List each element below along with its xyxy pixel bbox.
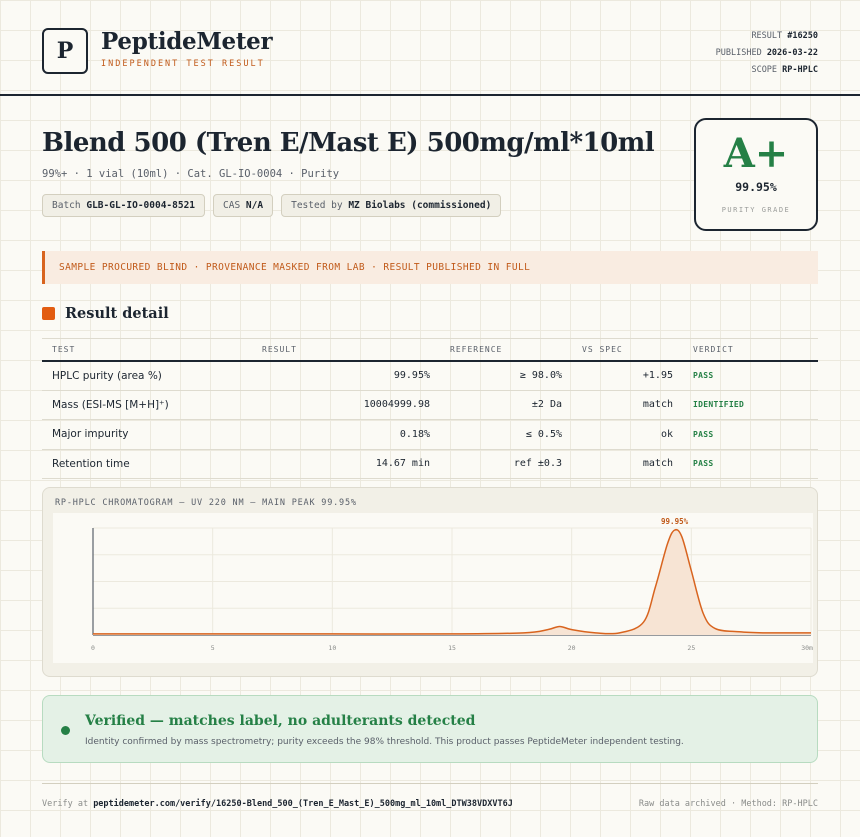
cell-verdict: PASS <box>683 419 818 450</box>
series-line <box>93 528 811 635</box>
section-title: Result detail <box>65 305 169 322</box>
cell-test: Retention time <box>42 449 252 479</box>
col-test: TEST <box>42 338 252 362</box>
table-row: Major impurity 0.18% ≤ 0.5% ok PASS <box>42 419 818 450</box>
cell-verdict: IDENTIFIED <box>683 390 818 420</box>
section-header: Result detail <box>42 305 169 322</box>
x-tick-label: 25 <box>687 644 695 652</box>
product-chips: Batch GLB-GL-IO-0004-8521 CAS N/A Tested… <box>42 194 502 217</box>
verify-link[interactable]: Verify at peptidemeter.com/verify/16250-… <box>42 799 513 809</box>
col-vs-spec: VS SPEC <box>572 338 683 362</box>
col-reference: REFERENCE <box>440 338 572 362</box>
verified-dot-icon <box>61 726 70 735</box>
cell-reference: ±2 Da <box>440 390 572 420</box>
cell-reference: ref ±0.3 <box>440 449 572 479</box>
page-header: P PeptideMeter INDEPENDENT TEST RESULT R… <box>0 0 860 96</box>
scope: SCOPE RP-HPLC <box>751 65 818 75</box>
table-header-row: TEST RESULT REFERENCE VS SPEC VERDICT <box>42 338 818 362</box>
footer-divider <box>42 783 818 784</box>
purity-grade-card: A+ 99.95% PURITY GRADE <box>694 118 818 231</box>
result-id: RESULT #16250 <box>751 31 818 41</box>
cas-chip: CAS N/A <box>213 194 274 217</box>
logo: P <box>42 28 88 74</box>
series-area <box>93 529 811 635</box>
verified-text: Identity confirmed by mass spectrometry;… <box>85 737 684 747</box>
cell-test: HPLC purity (area %) <box>42 360 252 391</box>
plot-background <box>53 513 813 663</box>
cell-vs-spec: match <box>572 390 683 420</box>
provenance-banner: SAMPLE PROCURED BLIND · PROVENANCE MASKE… <box>42 251 818 284</box>
peak-label: 99.95% <box>661 517 689 526</box>
cell-test: Major impurity <box>42 419 252 450</box>
batch-chip: Batch GLB-GL-IO-0004-8521 <box>42 194 206 217</box>
cell-result: 0.18% <box>252 419 440 450</box>
table-row: Mass (ESI-MS [M+H]⁺) 10004999.98 ±2 Da m… <box>42 390 818 420</box>
table-row: HPLC purity (area %) 99.95% ≥ 98.0% +1.9… <box>42 360 818 391</box>
chromatogram-card: RP-HPLC CHROMATOGRAM — UV 220 NM — MAIN … <box>42 487 818 677</box>
col-result: RESULT <box>252 338 440 362</box>
product-title: Blend 500 (Tren E/Mast E) 500mg/ml*10ml <box>42 128 655 158</box>
cell-reference: ≥ 98.0% <box>440 360 572 391</box>
cell-reference: ≤ 0.5% <box>440 419 572 450</box>
grade-value: 99.95% <box>735 180 777 194</box>
x-tick-label: 10 <box>328 644 336 652</box>
grade-letter: A+ <box>723 130 789 177</box>
cell-vs-spec: ok <box>572 419 683 450</box>
cell-result: 99.95% <box>252 360 440 391</box>
cell-result: 14.67 min <box>252 449 440 479</box>
published-date: PUBLISHED 2026-03-22 <box>715 48 818 58</box>
tested-by-chip: Tested by MZ Biolabs (commissioned) <box>281 194 502 217</box>
cell-verdict: PASS <box>683 449 818 479</box>
footer-method: Raw data archived · Method: RP-HPLC <box>638 799 818 809</box>
result-table: TEST RESULT REFERENCE VS SPEC VERDICT HP… <box>42 338 818 479</box>
result-meta: RESULT #16250 PUBLISHED 2026-03-22 SCOPE… <box>716 28 818 79</box>
grade-label: PURITY GRADE <box>721 206 791 214</box>
brand-name: PeptideMeter <box>101 28 273 55</box>
chart-title: RP-HPLC CHROMATOGRAM — UV 220 NM — MAIN … <box>55 498 357 508</box>
cell-test: Mass (ESI-MS [M+H]⁺) <box>42 390 252 420</box>
cell-verdict: PASS <box>683 360 818 391</box>
x-tick-label: 20 <box>568 644 576 652</box>
cell-result: 10004999.98 <box>252 390 440 420</box>
x-tick-label: 30min <box>801 644 813 652</box>
cell-vs-spec: match <box>572 449 683 479</box>
brand-tagline: INDEPENDENT TEST RESULT <box>101 59 265 69</box>
product-subtitle: 99%+ · 1 vial (10ml) · Cat. GL-IO-0004 ·… <box>42 168 340 180</box>
x-tick-label: 0 <box>91 644 95 652</box>
cell-vs-spec: +1.95 <box>572 360 683 391</box>
section-marker-icon <box>42 307 55 320</box>
verified-panel: Verified — matches label, no adulterants… <box>42 695 818 763</box>
chromatogram-chart: 0 5 10 15 20 25 30min 99.95% <box>53 513 813 663</box>
table-row: Retention time 14.67 min ref ±0.3 match … <box>42 449 818 479</box>
x-tick-label: 5 <box>211 644 215 652</box>
verified-title: Verified — matches label, no adulterants… <box>85 713 476 729</box>
x-tick-label: 15 <box>448 644 456 652</box>
col-verdict: VERDICT <box>683 338 818 362</box>
